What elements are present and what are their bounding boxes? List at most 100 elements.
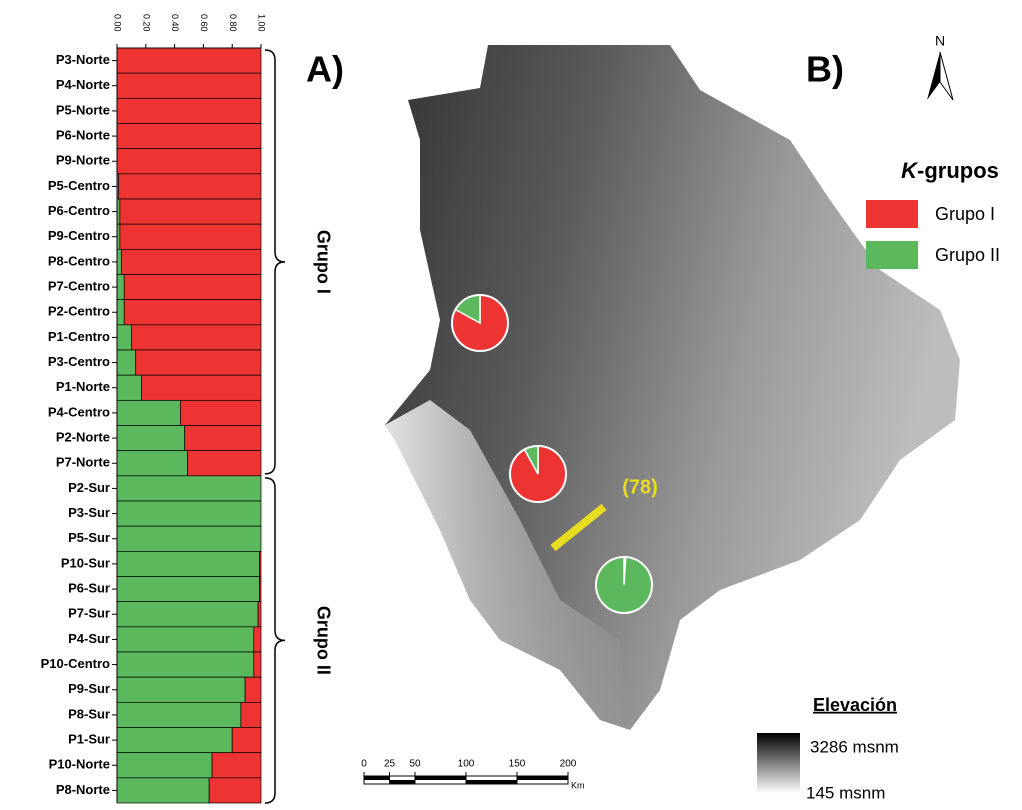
scale-label: 50 bbox=[409, 759, 421, 770]
scale-label: 25 bbox=[384, 759, 396, 770]
category-label: P9-Centro bbox=[48, 228, 110, 243]
bar-segment bbox=[117, 476, 261, 501]
group-label: Grupo II bbox=[313, 606, 333, 675]
bar-segment bbox=[117, 526, 261, 551]
north-arrow bbox=[940, 52, 953, 100]
elevation-ramp bbox=[757, 733, 800, 793]
category-label: P3-Centro bbox=[48, 354, 110, 369]
category-label: P6-Norte bbox=[56, 128, 110, 143]
category-label: P1-Norte bbox=[56, 379, 110, 394]
category-label: P2-Centro bbox=[48, 304, 110, 319]
bar-segment bbox=[117, 426, 185, 451]
figure: (78) A) B) N K-grupos Elevación 3286 msn… bbox=[0, 0, 1022, 805]
map-region bbox=[385, 45, 960, 730]
bar-segment bbox=[117, 501, 261, 526]
x-tick-label: 0.60 bbox=[199, 14, 209, 32]
legend-title: K-grupos bbox=[901, 158, 999, 183]
bar-segment bbox=[117, 778, 209, 803]
bar-segment bbox=[131, 325, 261, 350]
bar-segment bbox=[117, 400, 180, 425]
scale-segment bbox=[466, 780, 517, 784]
bar-segment bbox=[254, 652, 261, 677]
scale-unit: Km bbox=[571, 780, 585, 790]
bar-segment bbox=[254, 627, 261, 652]
x-tick-label: 0.40 bbox=[170, 14, 180, 32]
category-label: P5-Centro bbox=[48, 178, 110, 193]
bar-segment bbox=[118, 174, 261, 199]
category-label: P5-Norte bbox=[56, 102, 110, 117]
group-bracket bbox=[265, 478, 285, 803]
category-label: P1-Centro bbox=[48, 329, 110, 344]
bar-segment bbox=[117, 249, 121, 274]
bar-segment bbox=[212, 753, 261, 778]
bar-segment bbox=[117, 551, 260, 576]
bar-segment bbox=[260, 577, 261, 602]
bar-segment bbox=[117, 124, 261, 149]
scale-segment bbox=[390, 780, 416, 784]
legend-label: Grupo II bbox=[935, 245, 1000, 265]
bar-segment bbox=[117, 677, 245, 702]
scale-label: 100 bbox=[458, 759, 475, 770]
bar-segment bbox=[260, 551, 261, 576]
bar-segment bbox=[117, 73, 261, 98]
legend-swatch bbox=[866, 241, 918, 269]
bar-segment bbox=[120, 199, 261, 224]
scale-label: 150 bbox=[509, 759, 526, 770]
category-label: P2-Sur bbox=[68, 480, 110, 495]
category-label: P6-Centro bbox=[48, 203, 110, 218]
panel-label-b: B) bbox=[806, 49, 844, 90]
elevation-min: 145 msnm bbox=[806, 783, 885, 802]
category-label: P9-Norte bbox=[56, 153, 110, 168]
bar-segment bbox=[117, 451, 188, 476]
page: (78) A) B) N K-grupos Elevación 3286 msn… bbox=[0, 0, 1022, 810]
north-label: N bbox=[935, 33, 945, 49]
group-label: Grupo I bbox=[313, 230, 333, 294]
category-label: P4-Norte bbox=[56, 77, 110, 92]
bar-segment bbox=[117, 375, 141, 400]
bar-segment bbox=[258, 602, 261, 627]
scale-label: 200 bbox=[560, 759, 577, 770]
bar-segment bbox=[209, 778, 261, 803]
legend-label: Grupo I bbox=[935, 204, 995, 224]
bar-segment bbox=[141, 375, 261, 400]
bar-segment bbox=[245, 677, 261, 702]
bar-segment bbox=[124, 300, 261, 325]
legend-swatch bbox=[866, 200, 918, 228]
category-label: P7-Centro bbox=[48, 279, 110, 294]
bar-segment bbox=[117, 753, 212, 778]
x-tick-label: 0.00 bbox=[113, 14, 123, 32]
route-label: (78) bbox=[622, 476, 658, 498]
category-label: P4-Centro bbox=[48, 404, 110, 419]
bar-segment bbox=[117, 627, 254, 652]
category-label: P10-Norte bbox=[49, 757, 110, 772]
elevation-title: Elevación bbox=[813, 695, 897, 715]
bar-segment bbox=[232, 728, 261, 753]
category-label: P6-Sur bbox=[68, 581, 110, 596]
bar-segment bbox=[117, 652, 254, 677]
bar-segment bbox=[117, 300, 124, 325]
bar-segment bbox=[117, 728, 232, 753]
bar-segment bbox=[188, 451, 261, 476]
group-bracket bbox=[265, 50, 285, 474]
category-label: P7-Sur bbox=[68, 606, 110, 621]
bar-segment bbox=[117, 149, 261, 174]
bar-segment bbox=[136, 350, 261, 375]
category-label: P4-Sur bbox=[68, 631, 110, 646]
scale-segment bbox=[364, 776, 390, 780]
scale-segment bbox=[517, 776, 568, 780]
category-label: P7-Norte bbox=[56, 455, 110, 470]
x-tick-label: 0.80 bbox=[228, 14, 238, 32]
category-label: P9-Sur bbox=[68, 681, 110, 696]
x-tick-label: 0.20 bbox=[141, 14, 151, 32]
scale-label: 0 bbox=[361, 759, 367, 770]
category-label: P3-Norte bbox=[56, 52, 110, 67]
category-label: P2-Norte bbox=[56, 430, 110, 445]
north-arrow bbox=[927, 52, 940, 100]
bar-segment bbox=[124, 275, 261, 300]
bar-segment bbox=[117, 350, 136, 375]
category-label: P5-Sur bbox=[68, 530, 110, 545]
bar-segment bbox=[117, 325, 131, 350]
bar-segment bbox=[180, 400, 261, 425]
bar-segment bbox=[117, 577, 260, 602]
category-label: P1-Sur bbox=[68, 732, 110, 747]
